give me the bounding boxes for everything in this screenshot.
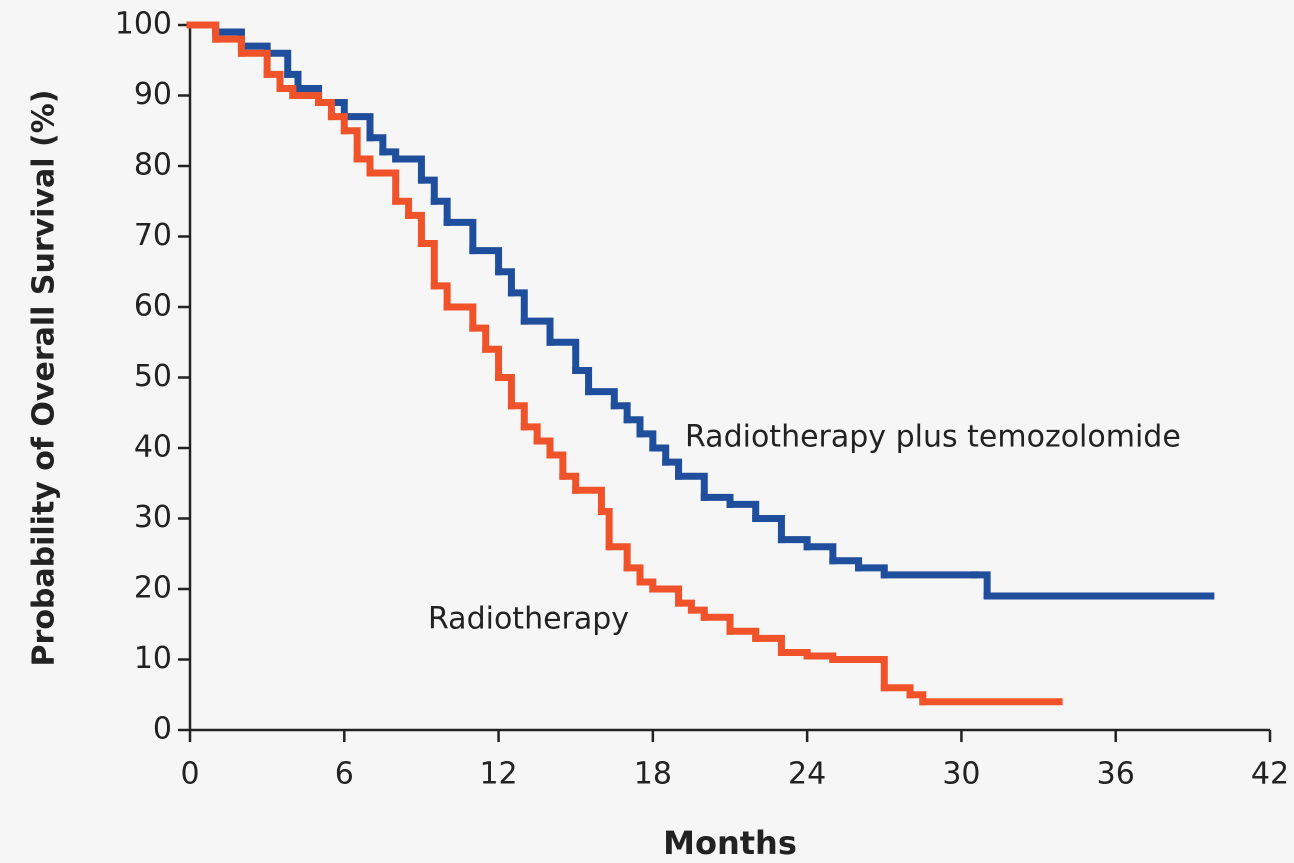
series-label: Radiotherapy plus temozolomide: [685, 420, 1181, 455]
survival-step: [649, 444, 670, 466]
y-tick-label: 70: [134, 218, 172, 253]
survival-step: [405, 211, 425, 248]
survival-step: [572, 366, 593, 396]
survival-step: [430, 197, 451, 226]
survival-step: [469, 324, 490, 353]
survival-step: [777, 536, 811, 551]
survival-step: [392, 197, 413, 219]
y-axis-label: Probability of Overall Survival (%): [27, 90, 62, 667]
survival-step: [803, 543, 837, 565]
survival-step: [597, 507, 613, 551]
survival-step: [212, 35, 245, 57]
survival-step: [572, 486, 605, 515]
survival-step: [649, 585, 683, 607]
survival-step: [327, 113, 348, 135]
survival-step: [443, 218, 477, 255]
y-tick-label: 60: [134, 289, 172, 324]
survival-step: [546, 451, 567, 480]
x-axis-label: Months: [663, 824, 797, 862]
survival-step: [675, 472, 708, 501]
survival-step: [585, 388, 618, 410]
survival-step: [430, 282, 451, 311]
survival-step: [520, 423, 541, 445]
survival-step: [700, 493, 734, 508]
survival-step: [366, 169, 400, 205]
survival-step: [315, 99, 335, 121]
y-tick-label: 30: [134, 500, 172, 535]
survival-step: [880, 684, 914, 699]
survival-step: [289, 92, 323, 107]
survival-step: [855, 564, 888, 579]
y-tick-label: 50: [134, 359, 172, 394]
survival-step: [777, 648, 811, 660]
survival-step: [533, 437, 554, 459]
survival-step: [482, 345, 503, 381]
y-tick-label: 0: [153, 712, 172, 747]
y-tick-label: 10: [134, 641, 172, 676]
survival-step: [726, 500, 760, 522]
survival-step: [237, 49, 271, 78]
survival-step: [263, 49, 292, 78]
survival-step: [829, 557, 863, 572]
survival-step: [340, 113, 374, 142]
survival-step: [546, 338, 580, 374]
x-tick-label: 0: [180, 757, 199, 792]
survival-step: [392, 155, 425, 184]
survival-step: [605, 543, 631, 572]
y-tick-label: 20: [134, 571, 172, 606]
survival-step: [662, 458, 683, 480]
survival-step: [469, 247, 503, 276]
x-tick-label: 24: [788, 757, 826, 792]
survival-step: [186, 21, 220, 43]
survival-step: [623, 564, 644, 586]
x-tick-label: 12: [479, 757, 517, 792]
survival-step: [263, 70, 284, 92]
y-tick-label: 100: [115, 7, 172, 42]
survival-step: [752, 634, 785, 656]
survival-step: [366, 134, 387, 156]
survival-step: [495, 268, 515, 297]
survival-step: [726, 627, 760, 642]
survival-step: [520, 317, 554, 346]
x-tick-label: 18: [634, 757, 672, 792]
survival-step: [417, 176, 438, 205]
x-tick-label: 30: [942, 757, 980, 792]
survival-step: [700, 613, 734, 635]
survival-step: [507, 289, 528, 325]
survival-step: [507, 402, 528, 431]
survival-step: [284, 70, 302, 92]
x-tick-label: 6: [335, 757, 354, 792]
survival-step: [353, 155, 374, 177]
survival-step: [867, 656, 888, 692]
x-tick-label: 42: [1251, 757, 1289, 792]
y-tick-label: 80: [134, 148, 172, 183]
series-label: Radiotherapy: [428, 602, 629, 637]
survival-step: [495, 374, 515, 410]
x-tick-label: 36: [1097, 757, 1135, 792]
survival-step: [752, 515, 785, 544]
y-tick-label: 90: [134, 77, 172, 112]
survival-step: [623, 416, 644, 438]
survival-step: [417, 240, 438, 290]
survival-step: [803, 652, 837, 663]
survival-step: [559, 472, 580, 494]
survival-step: [610, 402, 631, 424]
survival-step: [443, 303, 477, 332]
survival-step: [636, 430, 657, 452]
survival-step: [340, 127, 361, 163]
survival-step: [970, 571, 991, 600]
y-tick-label: 40: [134, 430, 172, 465]
